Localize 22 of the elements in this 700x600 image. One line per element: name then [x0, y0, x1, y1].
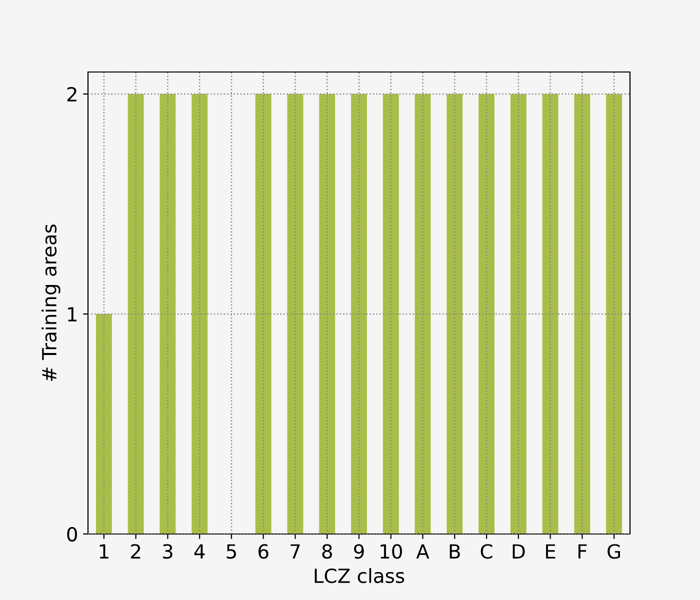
x-tick-label: C [480, 544, 492, 559]
x-tick-label: B [450, 544, 460, 558]
y-axis-title: # Training areas [42, 224, 60, 381]
x-tick-label: A [416, 544, 430, 558]
y-tick-label: 2 [67, 86, 76, 102]
x-tick-label: 5 [226, 544, 236, 559]
x-tick-label: D [512, 544, 525, 558]
x-tick-label: 1 [100, 544, 108, 558]
x-tick-label: 2 [131, 544, 140, 558]
x-tick-label: G [608, 544, 620, 559]
x-tick-label: E [546, 544, 556, 558]
y-tick-label: 0 [67, 526, 77, 542]
x-tick-label: F [578, 544, 587, 558]
x-tick-label: 6 [258, 544, 268, 559]
x-tick-label: 10 [380, 544, 402, 559]
x-axis-title: LCZ class [314, 568, 404, 584]
x-tick-label: 9 [354, 544, 364, 559]
x-tick-label: 7 [290, 544, 300, 558]
x-tick-label: 4 [194, 544, 205, 558]
x-tick-label: 3 [163, 544, 172, 559]
x-tick-label: 8 [322, 544, 332, 559]
y-tick-label: 1 [68, 307, 76, 322]
